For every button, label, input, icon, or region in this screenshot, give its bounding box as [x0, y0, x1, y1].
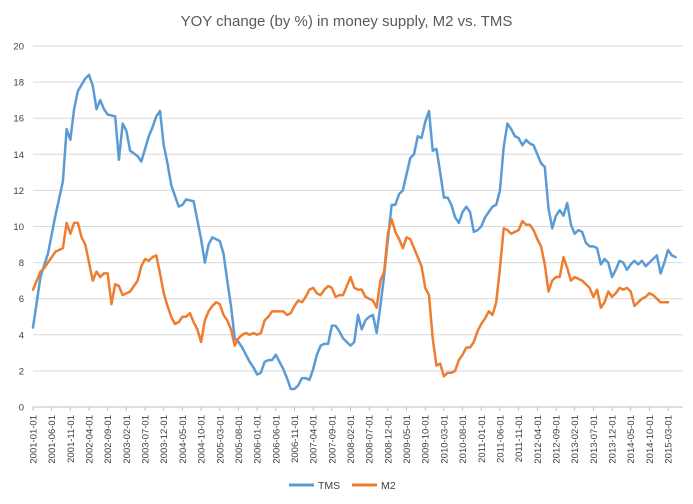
x-tick-label: 2012-09-01 [551, 415, 562, 464]
y-tick-label: 12 [13, 186, 24, 197]
y-tick-label: 18 [13, 78, 24, 89]
y-axis-ticks: 0 2 4 6 8 10 12 14 16 18 20 [13, 42, 24, 414]
x-tick-label: 2008-07-01 [365, 415, 376, 464]
legend-m2-label: M2 [381, 480, 396, 492]
x-tick-label: 2006-01-01 [253, 415, 264, 464]
y-tick-label: 8 [19, 258, 24, 269]
x-tick-label: 2003-02-01 [122, 415, 133, 464]
x-tick-label: 2007-09-01 [327, 415, 338, 464]
legend: TMS M2 [289, 480, 396, 492]
x-tick-label: 2013-12-01 [608, 415, 619, 464]
x-tick-label: 2005-08-01 [234, 415, 245, 464]
x-tick-label: 2014-10-01 [645, 415, 656, 464]
chart-title: YOY change (by %) in money supply, M2 vs… [181, 13, 513, 30]
x-tick-label: 2013-02-01 [570, 415, 581, 464]
x-tick-label: 2001-01-01 [29, 415, 40, 464]
x-tick-label: 2008-02-01 [346, 415, 357, 464]
x-tick-label: 2006-06-01 [271, 415, 282, 464]
x-tick-label: 2003-07-01 [141, 415, 152, 464]
y-tick-label: 6 [19, 294, 24, 305]
x-tick-label: 2008-12-01 [383, 415, 394, 464]
x-tick-label: 2002-04-01 [85, 415, 96, 464]
series-line-tms [31, 73, 677, 391]
y-tick-label: 4 [19, 330, 24, 341]
x-tick-label: 2001-11-01 [66, 415, 77, 463]
gridlines [33, 45, 683, 408]
y-tick-label: 2 [19, 366, 24, 377]
x-tick-label: 2007-04-01 [309, 415, 320, 464]
x-tick-label: 2011-01-01 [477, 415, 488, 463]
x-tick-label: 2002-09-01 [103, 415, 114, 464]
x-tick-label: 2011-06-01 [495, 415, 506, 463]
y-tick-label: 16 [13, 114, 24, 125]
x-tick-label: 2003-12-01 [159, 415, 170, 464]
x-tick-label: 2011-11-01 [514, 415, 525, 462]
x-tick-label: 2015-03-01 [664, 415, 675, 464]
y-tick-label: 20 [13, 42, 24, 53]
x-tick-label: 2014-05-01 [626, 415, 637, 464]
series-lines [31, 73, 677, 391]
x-tick-label: 2013-07-01 [589, 415, 600, 464]
x-tick-label: 2010-03-01 [439, 415, 450, 464]
y-tick-label: 10 [13, 222, 24, 233]
y-tick-label: 0 [19, 403, 24, 414]
x-tick-label: 2012-04-01 [533, 415, 544, 464]
x-tick-label: 2005-03-01 [215, 415, 226, 464]
x-tick-label: 2004-10-01 [197, 415, 208, 464]
x-tick-label: 2009-10-01 [421, 415, 432, 464]
y-tick-label: 14 [13, 150, 24, 161]
x-tick-label: 2009-05-01 [402, 415, 413, 464]
series-line-m2 [31, 218, 670, 378]
x-tick-label: 2006-11-01 [290, 415, 301, 463]
x-tick-label: 2001-06-01 [47, 415, 58, 464]
x-axis-ticks: 2001-01-01 2001-06-01 2001-11-01 2002-04-01… [29, 407, 675, 464]
x-tick-label: 2004-05-01 [178, 415, 189, 464]
x-tick-label: 2010-08-01 [458, 415, 469, 464]
legend-tms-label: TMS [318, 480, 340, 492]
